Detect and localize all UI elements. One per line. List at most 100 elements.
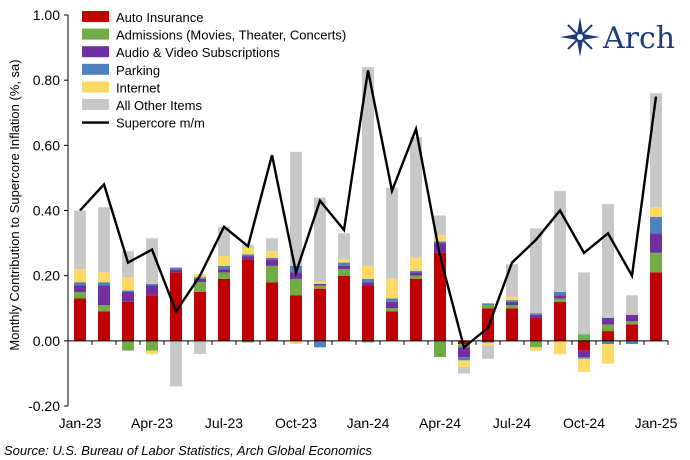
bar-auto-insurance-oct-24 [578,340,590,351]
bar-parking-jan-25 [650,217,662,234]
bar-audio-video-subscriptions-oct-24 [578,350,590,358]
bar-all-other-items-jan-25 [650,93,662,208]
bar-parking-mar-23 [122,290,134,292]
bar-auto-insurance-jul-23 [218,278,230,341]
bar-audio-video-subscriptions-apr-23 [146,285,158,296]
bar-parking-may-23 [170,267,182,270]
bar-admissions-movies-theater-concerts--nov-24 [602,324,614,332]
logo-wordmark: Arch [602,21,675,56]
bar-auto-insurance-jan-25 [650,272,662,341]
bar-all-other-items-oct-24 [578,272,590,335]
series-line-supercore [79,70,658,350]
legend-swatch-internet [82,81,109,93]
x-tick-label-apr-23: Apr-23 [131,415,173,431]
bar-parking-apr-23 [146,283,158,286]
bar-audio-video-subscriptions-feb-24 [386,301,398,309]
bar-internet-sep-23 [266,251,278,258]
bar-parking-jun-23 [194,277,206,279]
legend-label: Parking [116,63,160,78]
bar-auto-insurance-apr-24 [434,252,446,341]
bar-audio-video-subscriptions-aug-23 [242,256,254,260]
bar-auto-insurance-sep-23 [266,282,278,341]
bar-audio-video-subscriptions-jun-23 [194,278,206,283]
x-tick-label-oct-23: Oct-23 [275,415,317,431]
legend-swatch-audio-video-subscriptions [82,46,109,58]
bar-admissions-movies-theater-concerts--jun-24 [482,304,494,309]
bar-auto-insurance-jan-23 [74,298,86,341]
y-axis-label: Monthly Contribution to Supercore Inflat… [7,59,22,350]
bar-internet-jan-24 [362,265,374,279]
bar-auto-insurance-mar-23 [122,301,134,341]
x-tick-label-oct-24: Oct-24 [563,415,605,431]
legend-swatch-auto-insurance [82,11,109,22]
bar-auto-insurance-dec-23 [338,275,350,341]
bar-audio-video-subscriptions-sep-23 [266,259,278,266]
bar-all-other-items-mar-24 [410,137,422,258]
bar-auto-insurance-jul-24 [506,308,518,341]
bar-admissions-movies-theater-concerts--mar-23 [122,340,134,351]
bar-auto-insurance-may-23 [170,272,182,341]
bar-admissions-movies-theater-concerts--mar-24 [410,275,422,279]
bar-all-other-items-mar-23 [122,251,134,278]
legend-swatch-parking [82,63,109,75]
source-note: Source: U.S. Bureau of Labor Statistics,… [4,443,373,458]
bar-parking-jul-24 [506,300,518,302]
legend: Auto Insurance Admissions (Movies, Theate… [82,10,346,131]
bar-parking-may-24 [458,357,470,361]
y-tick-label: 0.20 [33,268,60,284]
y-tick-label: 1.00 [33,7,60,23]
y-tick-label: 0.00 [33,333,60,349]
bar-internet-jan-25 [650,207,662,218]
bar-auto-insurance-aug-24 [530,318,542,341]
bar-all-other-items-jan-23 [74,210,86,270]
bar-admissions-movies-theater-concerts--jan-24 [362,340,374,343]
bar-all-other-items-nov-23 [314,197,326,283]
bar-all-other-items-aug-24 [530,228,542,314]
x-tick-label-apr-24: Apr-24 [419,415,461,431]
bar-admissions-movies-theater-concerts--jan-25 [650,252,662,273]
bar-admissions-movies-theater-concerts--jul-24 [506,304,518,309]
arch-logo: Arch [560,17,675,57]
bar-auto-insurance-apr-23 [146,295,158,341]
bar-internet-feb-23 [98,272,110,283]
legend-label: Audio & Video Subscriptions [116,45,280,60]
bar-audio-video-subscriptions-feb-23 [98,285,110,305]
bar-parking-aug-23 [242,254,254,257]
legend-swatch-all-other-items [82,99,109,110]
bar-auto-insurance-jan-24 [362,285,374,341]
bar-internet-oct-24 [578,358,590,372]
bar-all-other-items-jun-24 [482,345,494,359]
bar-parking-sep-24 [554,291,566,296]
bar-audio-video-subscriptions-jan-23 [74,285,86,292]
bar-audio-video-subscriptions-dec-23 [338,265,350,270]
bar-internet-nov-24 [602,344,614,364]
bar-admissions-movies-theater-concerts--sep-23 [266,265,278,283]
bar-auto-insurance-sep-24 [554,301,566,341]
bar-internet-jan-23 [74,269,86,283]
bar-audio-video-subscriptions-jan-24 [362,282,374,286]
bar-all-other-items-may-23 [170,340,182,387]
bar-internet-apr-24 [434,234,446,242]
bar-admissions-movies-theater-concerts--feb-24 [386,308,398,312]
bar-audio-video-subscriptions-mar-24 [410,272,422,276]
bar-internet-mar-24 [410,257,422,271]
bar-admissions-movies-theater-concerts--dec-24 [626,321,638,325]
bar-parking-feb-23 [98,282,110,286]
bar-internet-aug-24 [530,347,542,351]
bar-parking-jun-24 [482,303,494,305]
bar-all-other-items-apr-24 [434,215,446,235]
bar-internet-sep-24 [554,340,566,354]
star-compass-icon [560,17,600,57]
bar-audio-video-subscriptions-nov-23 [314,283,326,286]
bar-parking-aug-24 [530,313,542,315]
bar-parking-jan-23 [74,282,86,286]
bar-admissions-movies-theater-concerts--feb-23 [98,304,110,312]
bar-internet-jun-24 [482,342,494,346]
bar-audio-video-subscriptions-aug-24 [530,314,542,319]
bar-parking-jul-23 [218,265,230,270]
bar-admissions-movies-theater-concerts--oct-23 [290,278,302,296]
bar-all-other-items-dec-24 [626,295,638,315]
bar-all-other-items-jan-24 [362,67,374,266]
bar-internet-feb-24 [386,278,398,299]
